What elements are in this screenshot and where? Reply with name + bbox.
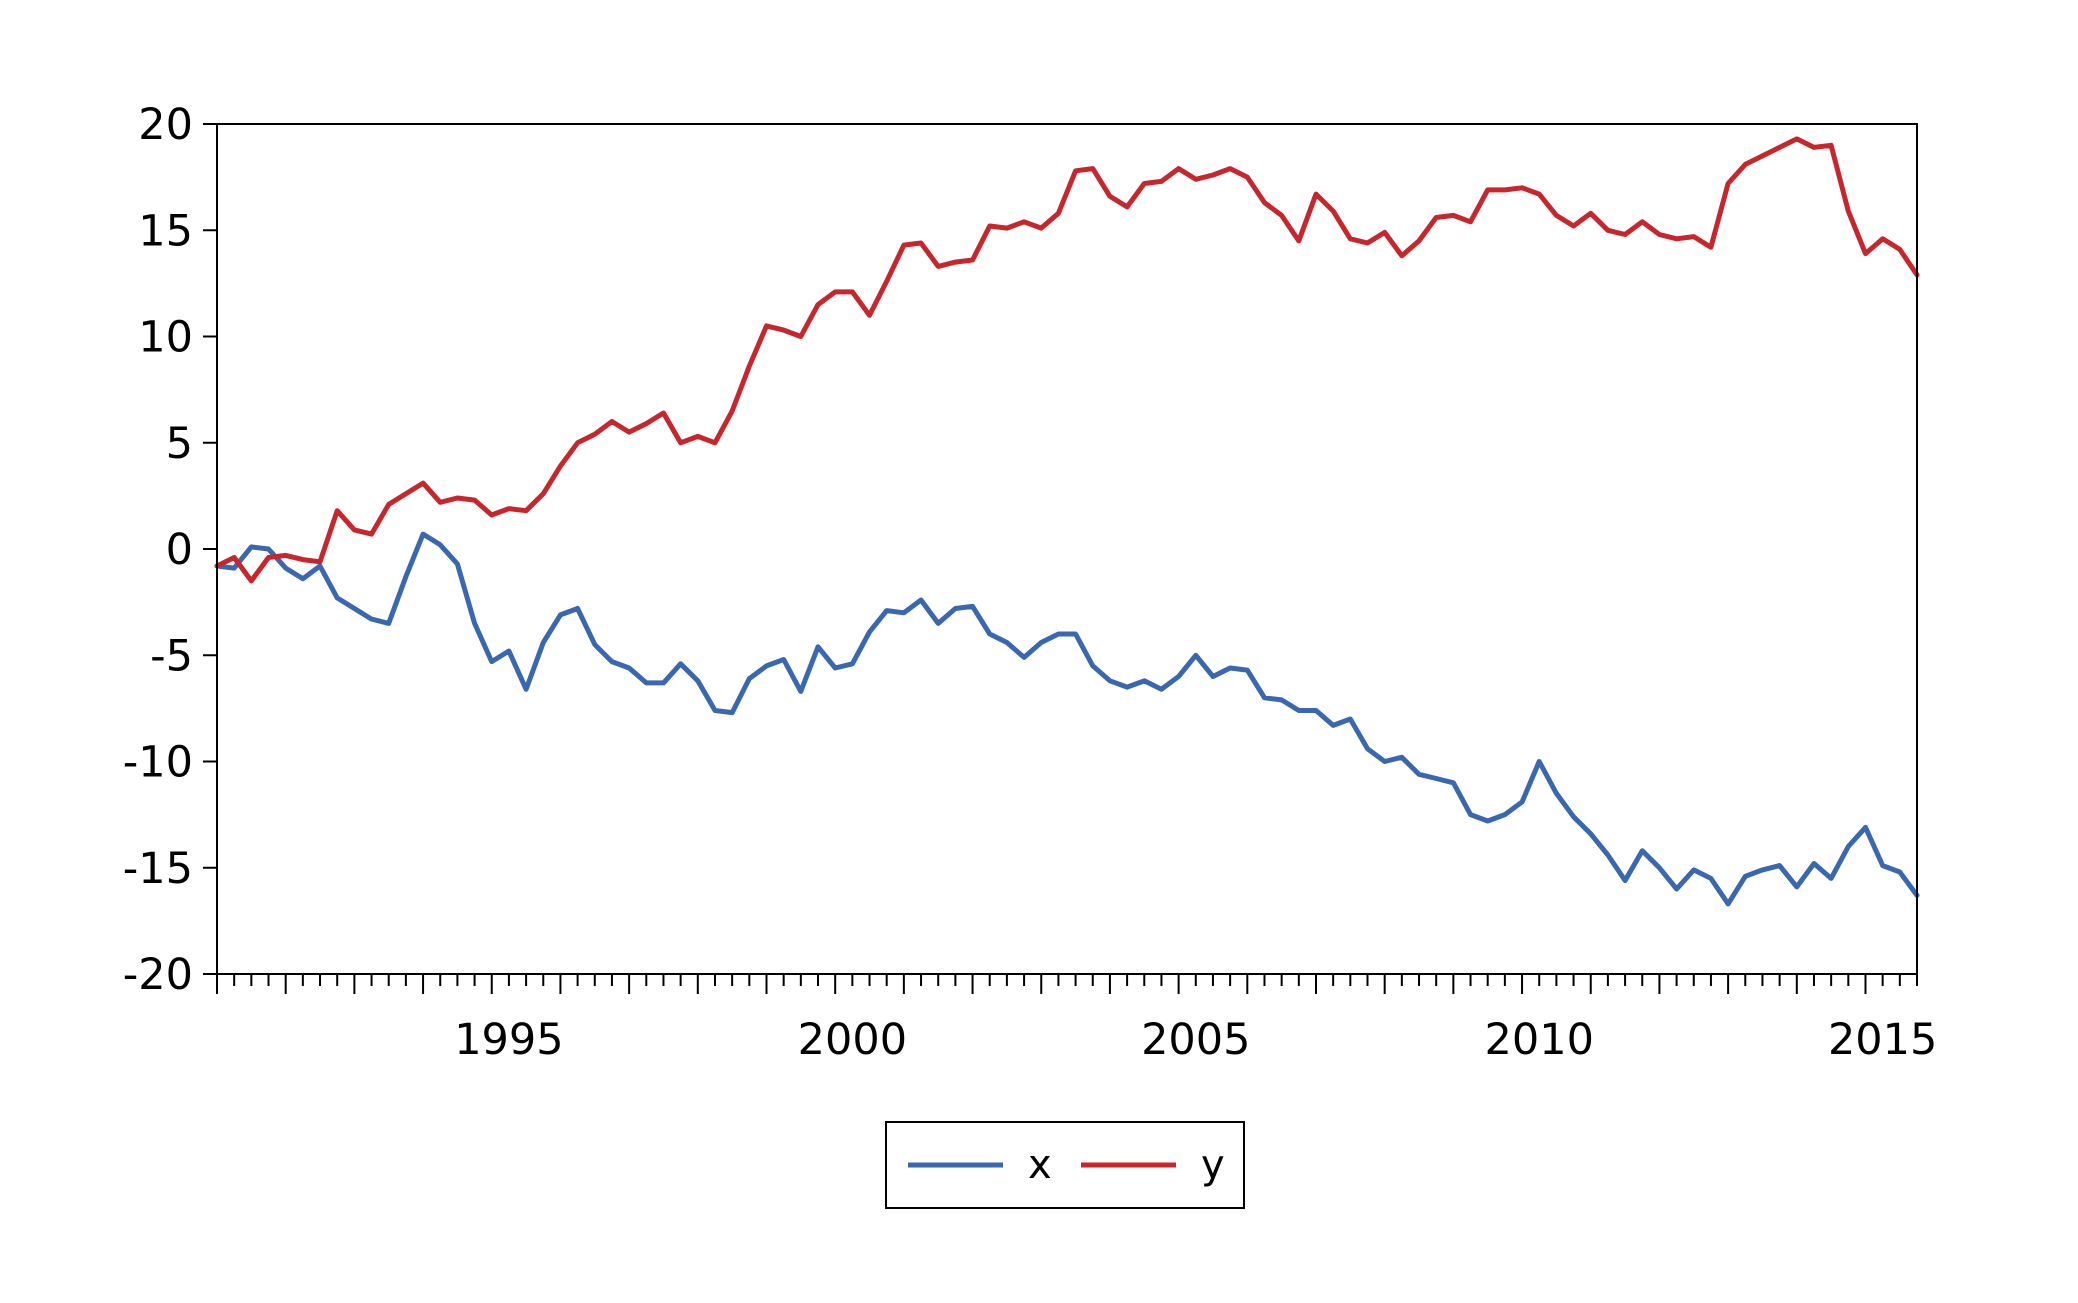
y-tick-label: -15 <box>123 844 193 894</box>
x-tick-label: 1995 <box>454 1015 563 1065</box>
y-tick-label: -20 <box>123 950 193 1000</box>
y-tick-label: -10 <box>123 738 193 788</box>
y-tick-label: 15 <box>138 206 193 256</box>
x-axis: 1995 2000 2005 2010 2015 <box>216 974 1937 1065</box>
x-tick-label: 2010 <box>1485 1015 1594 1065</box>
y-tick-label: 10 <box>138 313 193 363</box>
legend-label-y: y <box>1201 1142 1225 1188</box>
x-tick-label: 2005 <box>1141 1015 1250 1065</box>
y-tick-label: 0 <box>166 525 193 575</box>
series-line-x <box>214 531 1920 907</box>
plot-frame <box>216 123 1918 975</box>
legend-label-x: x <box>1028 1142 1052 1188</box>
series-layer <box>214 136 1920 907</box>
x-tick-label: 2000 <box>798 1015 907 1065</box>
series-line-y <box>214 136 1920 584</box>
y-tick-label: 5 <box>166 419 193 469</box>
x-tick-label: 2015 <box>1828 1015 1937 1065</box>
y-tick-label: 20 <box>138 100 193 150</box>
y-tick-label: -5 <box>150 631 193 681</box>
y-axis: 20 15 10 5 0 -5 -10 -15 -20 <box>123 100 217 1000</box>
